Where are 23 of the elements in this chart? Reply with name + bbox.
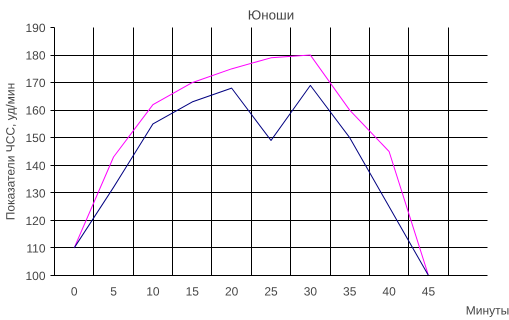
y-tick-label: 120 <box>25 214 46 228</box>
y-tick-label: 170 <box>25 76 46 90</box>
x-tick-label: 40 <box>382 284 396 298</box>
x-tick-label: 30 <box>304 284 318 298</box>
x-tick-label: 15 <box>186 284 200 298</box>
y-tick-label: 180 <box>25 48 46 63</box>
y-tick-label: 160 <box>25 104 46 118</box>
x-axis-title: Минуты <box>466 304 509 318</box>
x-tick-label: 25 <box>264 284 278 298</box>
y-tick-label: 150 <box>25 131 46 146</box>
y-tick-label: 100 <box>25 269 46 283</box>
y-tick-label: 130 <box>25 186 46 200</box>
x-tick-label: 45 <box>422 284 436 298</box>
x-tick-label: 5 <box>110 284 118 298</box>
y-tick-label: 190 <box>25 21 46 35</box>
x-tick-label: 0 <box>70 284 78 298</box>
y-tick-label: 140 <box>25 158 46 173</box>
x-tick-label: 35 <box>343 284 357 298</box>
x-tick-label: 10 <box>146 284 160 298</box>
y-tick-label: 110 <box>26 241 46 256</box>
y-axis-title: Показатели ЧСС, уд/мин <box>3 82 18 220</box>
x-tick-label: 20 <box>224 284 239 298</box>
chart-title: Юноши <box>248 8 294 22</box>
